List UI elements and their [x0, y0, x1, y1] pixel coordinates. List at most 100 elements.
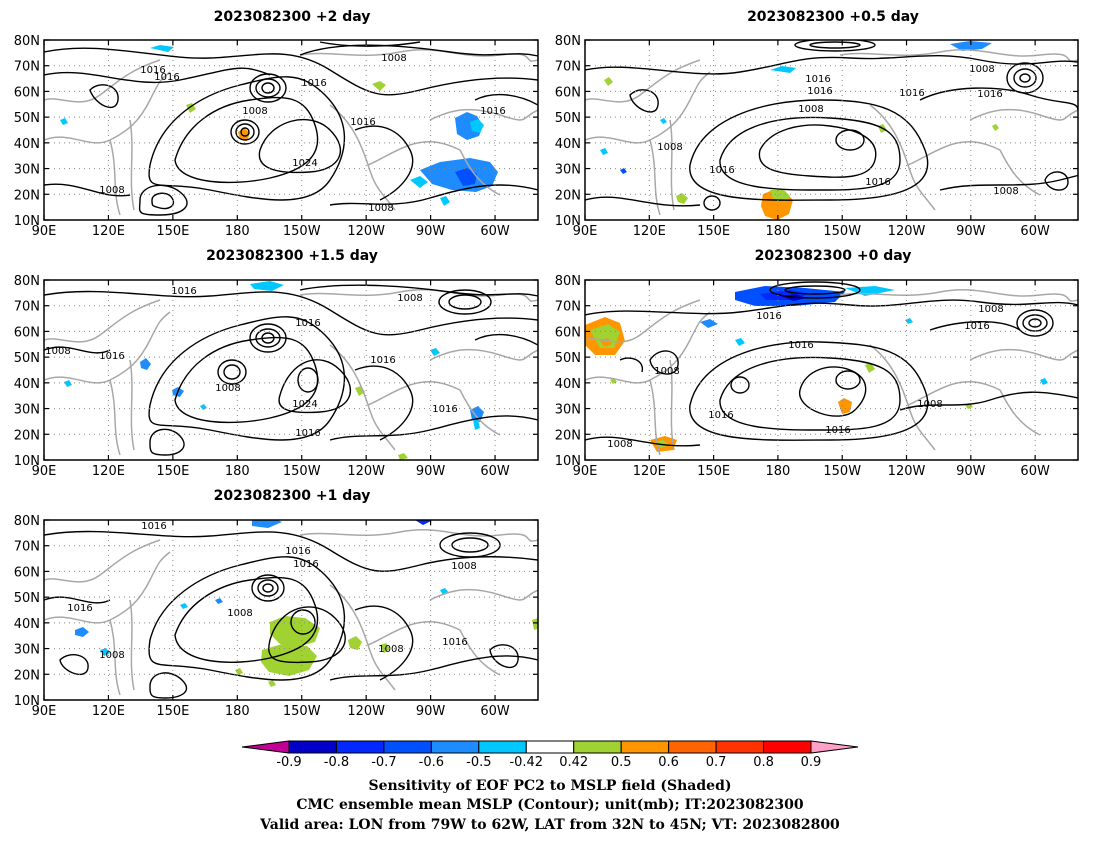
lon-tick-label: 150E	[156, 704, 189, 719]
contour-label: 1008	[451, 561, 476, 572]
lon-tick-label: 90W	[956, 224, 986, 239]
contour-label: 1008	[993, 186, 1018, 197]
lon-tick-label: 120W	[888, 464, 926, 479]
lon-tick-label: 120W	[347, 224, 385, 239]
lat-tick-label: 80N	[14, 34, 40, 49]
contour-label: 1016	[141, 521, 166, 532]
lon-tick-label: 60W	[480, 704, 510, 719]
colorbar-box	[620, 740, 670, 754]
colorbar-box	[763, 740, 812, 754]
lat-tick-label: 60N	[555, 85, 581, 100]
lon-tick-label: 150W	[283, 704, 321, 719]
lon-tick-label: 150E	[697, 224, 730, 239]
contour-label: 1016	[788, 340, 813, 351]
lat-tick-label: 30N	[555, 403, 581, 418]
contour-label: 1008	[607, 439, 632, 450]
contour-label: 1016	[432, 404, 457, 415]
contour-label: 1016	[154, 72, 179, 83]
lon-tick-label: 120E	[92, 704, 125, 719]
colorbar-box	[573, 740, 622, 754]
lat-tick-label: 70N	[555, 60, 581, 75]
colorbar-box	[288, 740, 337, 754]
lat-tick-label: 40N	[14, 377, 40, 392]
contour-label: 1008	[368, 203, 393, 214]
lat-tick-label: 80N	[555, 274, 581, 289]
contour-label: 1016	[67, 603, 92, 614]
caption-line-3: Valid area: LON from 79W to 62W, LAT fro…	[259, 817, 840, 833]
lat-tick-label: 50N	[14, 351, 40, 366]
lat-tick-label: 70N	[14, 300, 40, 315]
lat-tick-label: 20N	[14, 668, 40, 683]
lat-tick-label: 70N	[14, 540, 40, 555]
lat-tick-label: 10N	[555, 214, 581, 229]
lon-tick-label: 150E	[156, 464, 189, 479]
lon-tick-label: 150E	[156, 224, 189, 239]
contour-label: 1016	[140, 65, 165, 76]
lat-tick-label: 30N	[555, 163, 581, 178]
contour-label: 1008	[969, 64, 994, 75]
contour-label: 1016	[370, 355, 395, 366]
lon-tick-label: 120E	[92, 224, 125, 239]
lon-tick-label: 90W	[416, 224, 446, 239]
colorbar: -0.9 -0.8 -0.7 -0.6 -0.5 -0.42 0.42 0.5 0.6 0.7 0.…	[241, 740, 859, 770]
lat-tick-label: 40N	[14, 137, 40, 152]
colorbar-left-triangle	[241, 740, 290, 754]
lon-tick-label: 120W	[347, 464, 385, 479]
colorbar-right-triangle	[810, 740, 859, 754]
lat-tick-label: 80N	[14, 274, 40, 289]
caption-line-2: CMC ensemble mean MSLP (Contour); unit(m…	[296, 797, 804, 813]
lon-tick-label: 180	[765, 224, 790, 239]
lon-tick-label: 150W	[283, 224, 321, 239]
colorbar-label: 0.6	[658, 755, 679, 770]
contour-label: 1016	[709, 165, 734, 176]
colorbar-label: 0.8	[753, 755, 774, 770]
map-panel-plus-1-day: 2023082300 +1 day	[14, 488, 539, 719]
contour-label: 1008	[978, 304, 1003, 315]
lat-tick-label: 20N	[14, 428, 40, 443]
contour-label: 1008	[227, 608, 252, 619]
lat-tick-label: 20N	[555, 188, 581, 203]
contour-label: 1016	[977, 89, 1002, 100]
lon-tick-label: 120E	[633, 464, 666, 479]
colorbar-box	[478, 740, 527, 754]
lat-tick-label: 80N	[14, 514, 40, 529]
lon-tick-label: 180	[225, 704, 250, 719]
colorbar-label: -0.6	[419, 755, 444, 770]
contour-label: 1008	[99, 185, 124, 196]
map-panel-plus-0-5-day: 2023082300 +0.5 day	[555, 9, 1079, 239]
lat-tick-label: 10N	[555, 454, 581, 469]
contour-label: 1016	[295, 318, 320, 329]
contour-label: 1008	[215, 383, 240, 394]
contour-label: 1016	[171, 286, 196, 297]
lon-tick-label: 90E	[32, 224, 57, 239]
lat-tick-label: 30N	[14, 163, 40, 178]
colorbar-label: 0.7	[706, 755, 727, 770]
panel-title: 2023082300 +1.5 day	[206, 248, 378, 264]
contour-label: 1016	[756, 311, 781, 322]
lat-tick-label: 80N	[555, 34, 581, 49]
lat-tick-label: 20N	[555, 428, 581, 443]
lat-tick-label: 30N	[14, 643, 40, 658]
lat-tick-label: 10N	[14, 694, 40, 709]
lon-tick-label: 150W	[823, 224, 861, 239]
colorbar-label: -0.9	[276, 755, 301, 770]
contour-label: 1008	[798, 104, 823, 115]
panel-title: 2023082300 +0.5 day	[747, 9, 919, 25]
colorbar-label: -0.8	[324, 755, 349, 770]
colorbar-label: 0.9	[801, 755, 822, 770]
lon-tick-label: 120W	[347, 704, 385, 719]
contour-label: 1016	[442, 637, 467, 648]
figure-caption: Sensitivity of EOF PC2 to MSLP field (Sh…	[259, 778, 840, 833]
colorbar-box	[335, 740, 385, 754]
colorbar-box	[668, 740, 717, 754]
lat-tick-label: 60N	[14, 565, 40, 580]
lon-tick-label: 120E	[92, 464, 125, 479]
contour-label: 1024	[292, 399, 317, 410]
contour-label: 1008	[378, 644, 403, 655]
map-panel-plus-2-day: 2023082300 +2 day	[14, 9, 539, 239]
colorbar-box	[715, 740, 765, 754]
